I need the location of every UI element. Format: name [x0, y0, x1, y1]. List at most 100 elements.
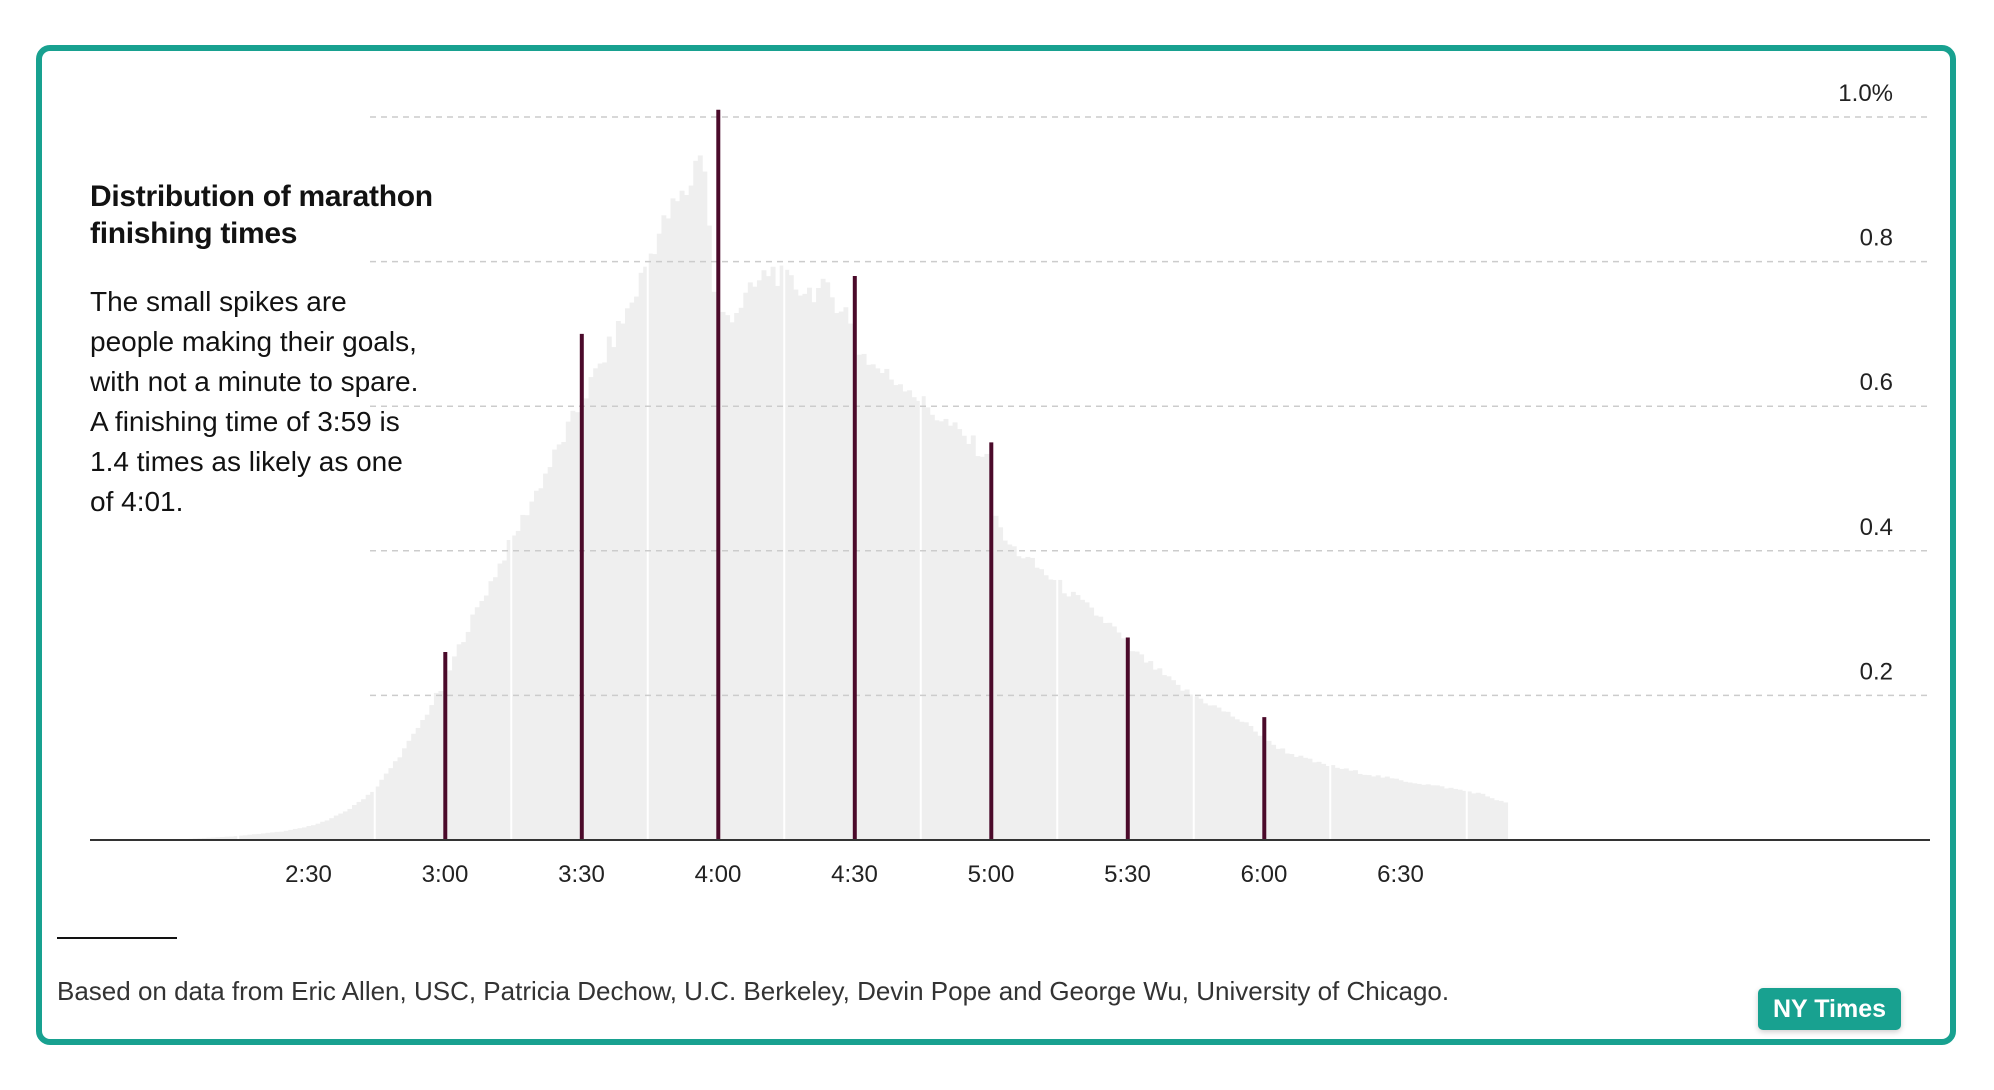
histogram-bar [1211, 705, 1217, 840]
histogram-bar [961, 435, 967, 840]
histogram-bar [238, 835, 244, 840]
histogram-bar [1498, 800, 1504, 840]
histogram-bar [1102, 623, 1108, 840]
y-tick-label: 0.6 [1860, 369, 1893, 396]
histogram-bar [920, 396, 926, 840]
histogram-bar [247, 834, 253, 840]
histogram-bar [374, 786, 380, 840]
histogram-bar [620, 323, 626, 840]
histogram-bar [465, 631, 471, 840]
histogram-bar [474, 607, 480, 840]
histogram-bar [825, 282, 831, 841]
histogram-bar [993, 515, 999, 840]
histogram-bar [1416, 783, 1422, 840]
histogram-bar [1093, 615, 1099, 840]
nytimes-badge[interactable]: NY Times [1758, 988, 1902, 1030]
histogram-bar [270, 832, 276, 840]
histogram-bar [333, 815, 339, 840]
histogram-bar [1189, 694, 1195, 840]
histogram-bar [1325, 766, 1331, 840]
histogram-bar [752, 286, 758, 841]
histogram-bar [943, 418, 949, 840]
histogram-bar [370, 791, 376, 840]
histogram-bar [1425, 784, 1431, 840]
histogram-bar [379, 779, 385, 840]
histogram-bar [661, 215, 667, 841]
histogram-bar [534, 490, 539, 840]
x-tick-label: 3:00 [422, 861, 469, 888]
histogram-bar [857, 354, 862, 840]
histogram-bar [584, 398, 589, 840]
histogram-bar [770, 266, 776, 840]
histogram-bar [524, 515, 530, 840]
histogram-bar [1307, 758, 1313, 840]
histogram-bar [807, 287, 812, 840]
histogram-bar [242, 835, 248, 840]
histogram-bar [1216, 707, 1222, 840]
histogram-bar [870, 364, 876, 840]
histogram-bar [811, 302, 817, 840]
y-gridlines: 0.2 0.4 0.6 0.8 1.0% [370, 80, 1930, 697]
x-tick-label: 6:00 [1241, 861, 1288, 888]
histogram-bar [1430, 785, 1436, 840]
histogram-bar [756, 280, 762, 840]
histogram-bar [1139, 654, 1145, 840]
histogram-bar [406, 740, 412, 840]
histogram-bar [1025, 556, 1031, 840]
histogram-bar [1248, 725, 1254, 840]
histogram-bar [1453, 788, 1459, 840]
histogram-bar [1334, 767, 1340, 840]
histogram-bar [229, 836, 235, 840]
x-tick-label: 4:00 [695, 861, 742, 888]
histogram-bar [725, 315, 731, 840]
histogram-bar [1257, 735, 1263, 840]
histogram-bar [643, 266, 649, 840]
histogram-bar [347, 808, 353, 840]
histogram-bar [297, 828, 303, 840]
histogram-bar [1302, 757, 1308, 840]
histogram-bar [1143, 662, 1149, 840]
histogram-bar [433, 692, 439, 840]
histogram-bar [1448, 787, 1454, 840]
histogram-bar [1120, 638, 1126, 840]
histogram-bar [1230, 716, 1236, 840]
histogram-bar [634, 296, 640, 840]
histogram-bar [656, 233, 662, 840]
histogram-bar [1271, 744, 1277, 840]
histogram-bar [761, 270, 767, 840]
x-tick-label: 6:30 [1377, 861, 1424, 888]
histogram-bar [1070, 591, 1076, 840]
histogram-bar [1343, 768, 1349, 840]
histogram-bar [1039, 569, 1044, 840]
histogram-bar [647, 253, 653, 840]
histogram-bar [1134, 651, 1140, 840]
histogram-bar [911, 397, 917, 840]
histogram-bar [606, 336, 612, 840]
histogram-bar [1275, 748, 1281, 840]
histogram-bar [324, 820, 330, 840]
histogram-bar [1048, 579, 1054, 840]
histogram-bar [520, 514, 526, 840]
histogram-bar [493, 577, 498, 840]
histogram-bar [415, 727, 421, 840]
histogram-bar [311, 825, 316, 840]
histogram-bar [902, 391, 908, 840]
histogram-bar [1348, 770, 1354, 840]
histogram-bar [388, 768, 394, 840]
histogram-bar [1289, 754, 1295, 840]
chart-description: The small spikes are people making their… [90, 286, 419, 517]
histogram-bar [1366, 775, 1372, 840]
histogram-bar [438, 691, 444, 840]
x-tick-labels: 2:30 3:00 3:30 4:00 4:30 5:00 5:30 6:00 6:30 [285, 861, 1424, 888]
histogram-bar [1466, 791, 1472, 840]
histogram-bar [893, 385, 899, 840]
histogram-bar [1034, 567, 1040, 840]
histogram-bar [684, 195, 690, 840]
histogram-bar [779, 265, 785, 840]
histogram-bar [816, 288, 822, 840]
histogram-bar [1052, 580, 1058, 840]
histogram-bar [1066, 596, 1072, 840]
histogram-bar [483, 595, 489, 840]
histogram-bar [916, 400, 922, 840]
